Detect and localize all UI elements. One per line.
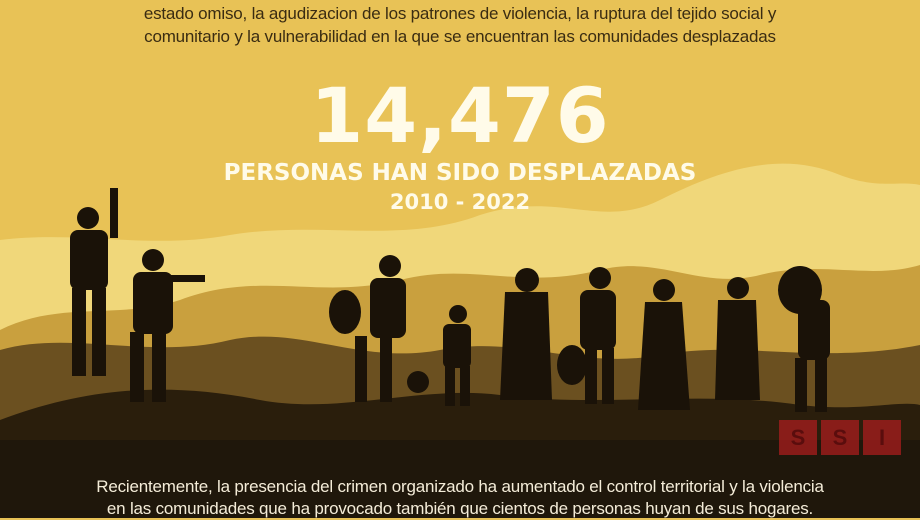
logo-letter: S bbox=[821, 420, 859, 455]
intro-line: estado omiso, la agudizacion de los patr… bbox=[143, 4, 777, 23]
outro-line: Recientemente, la presencia del crimen o… bbox=[96, 477, 824, 496]
displaced-people-silhouettes bbox=[329, 255, 830, 412]
intro-paragraph: estado omiso, la agudizacion de los patr… bbox=[0, 2, 920, 48]
outro-line: en las comunidades que ha provocado tamb… bbox=[106, 499, 814, 518]
outro-paragraph: Recientemente, la presencia del crimen o… bbox=[0, 476, 920, 520]
logo-letter: S bbox=[779, 420, 817, 455]
armed-figure-silhouettes bbox=[70, 188, 205, 402]
ssi-logo-watermark: S S I bbox=[779, 420, 901, 455]
period-label: 2010 - 2022 bbox=[389, 190, 531, 214]
displaced-label: PERSONAS HAN SIDO DESPLAZADAS bbox=[223, 160, 697, 186]
ground bbox=[0, 440, 920, 518]
logo-letter: I bbox=[863, 420, 901, 455]
displaced-count: 14,476 bbox=[310, 71, 610, 160]
intro-line: comunitario y la vulnerabilidad en la qu… bbox=[144, 27, 776, 46]
